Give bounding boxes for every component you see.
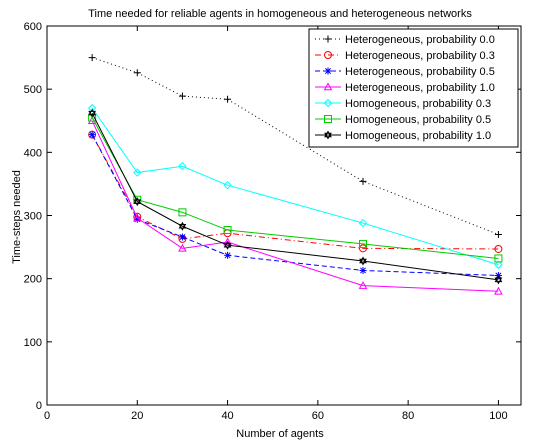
data-point-6-5 — [494, 275, 503, 285]
y-tick-label-4: 400 — [24, 147, 42, 159]
data-point-2-0 — [88, 131, 96, 139]
data-point-1-4 — [359, 244, 367, 253]
legend-label-0: Heterogeneous, probability 0.0 — [345, 34, 495, 46]
data-point-5-2 — [178, 208, 187, 217]
x-tick-label-4: 80 — [402, 410, 414, 422]
series-line-2 — [91, 134, 499, 277]
data-point-5-5 — [494, 254, 503, 263]
legend-label-4: Homogeneous, probability 0.3 — [345, 98, 491, 110]
data-point-0-5 — [494, 230, 502, 238]
y-tick-label-5: 500 — [24, 84, 42, 96]
data-point-2-1 — [133, 215, 141, 223]
y-tick-label-1: 100 — [24, 337, 42, 349]
series-line-4 — [91, 107, 499, 266]
data-point-0-3 — [224, 95, 232, 103]
data-point-6-3 — [223, 240, 232, 250]
data-point-6-2 — [178, 221, 187, 231]
data-point-2-3 — [224, 251, 232, 259]
data-point-4-3 — [223, 180, 232, 190]
legend-label-5: Homogeneous, probability 0.5 — [345, 114, 491, 126]
data-point-4-4 — [358, 218, 368, 228]
y-tick-label-2: 200 — [24, 274, 42, 286]
y-tick-label-6: 600 — [24, 21, 42, 33]
data-point-6-4 — [359, 256, 367, 266]
legend-marker-2 — [324, 67, 332, 75]
legend-label-6: Homogeneous, probability 1.0 — [345, 130, 491, 142]
data-point-2-2 — [178, 233, 186, 241]
data-point-5-3 — [223, 226, 232, 235]
legend-marker-4 — [323, 98, 333, 108]
y-axis-label: Time-steps needed — [11, 170, 23, 264]
legend-marker-1 — [324, 51, 332, 59]
legend-marker-0 — [324, 35, 332, 43]
data-point-5-4 — [359, 239, 367, 248]
legend-marker-3 — [323, 82, 333, 91]
x-axis-label: Number of agents — [236, 428, 324, 440]
data-point-3-2 — [178, 243, 187, 252]
x-tick-label-5: 100 — [489, 410, 507, 422]
data-point-2-4 — [359, 266, 367, 274]
data-point-0-1 — [133, 69, 141, 77]
legend-marker-5 — [324, 115, 332, 123]
data-point-3-5 — [494, 286, 503, 295]
data-point-3-4 — [358, 281, 368, 289]
x-tick-label-2: 40 — [221, 410, 233, 422]
legend-marker-6 — [324, 130, 332, 140]
data-point-6-0 — [88, 108, 97, 118]
legend-label-3: Heterogeneous, probability 1.0 — [345, 82, 495, 94]
data-point-4-5 — [494, 260, 503, 269]
legend-label-2: Heterogeneous, probability 0.5 — [345, 66, 495, 78]
legend-box — [308, 28, 519, 148]
legend: Heterogeneous, probability 0.0 Heterogene… — [308, 28, 519, 148]
chart-title: Time needed for reliable agents in homog… — [88, 8, 472, 20]
x-tick-label-3: 60 — [312, 410, 324, 422]
data-point-1-5 — [494, 244, 503, 253]
data-point-6-1 — [133, 197, 142, 207]
data-point-0-4 — [359, 177, 367, 185]
legend-label-1: Heterogeneous, probability 0.3 — [345, 50, 495, 62]
data-point-4-2 — [178, 162, 187, 171]
x-tick-label-1: 20 — [131, 410, 143, 422]
y-tick-label-3: 300 — [24, 211, 42, 223]
data-point-0-0 — [88, 54, 96, 62]
data-point-4-1 — [133, 168, 142, 177]
y-tick-label-0: 0 — [36, 400, 42, 412]
data-point-0-2 — [178, 92, 186, 100]
series-line-1 — [91, 134, 499, 250]
data-point-3-1 — [132, 213, 142, 222]
series-line-6 — [91, 112, 499, 281]
series-line-3 — [91, 120, 499, 292]
x-tick-label-0: 0 — [44, 410, 50, 422]
